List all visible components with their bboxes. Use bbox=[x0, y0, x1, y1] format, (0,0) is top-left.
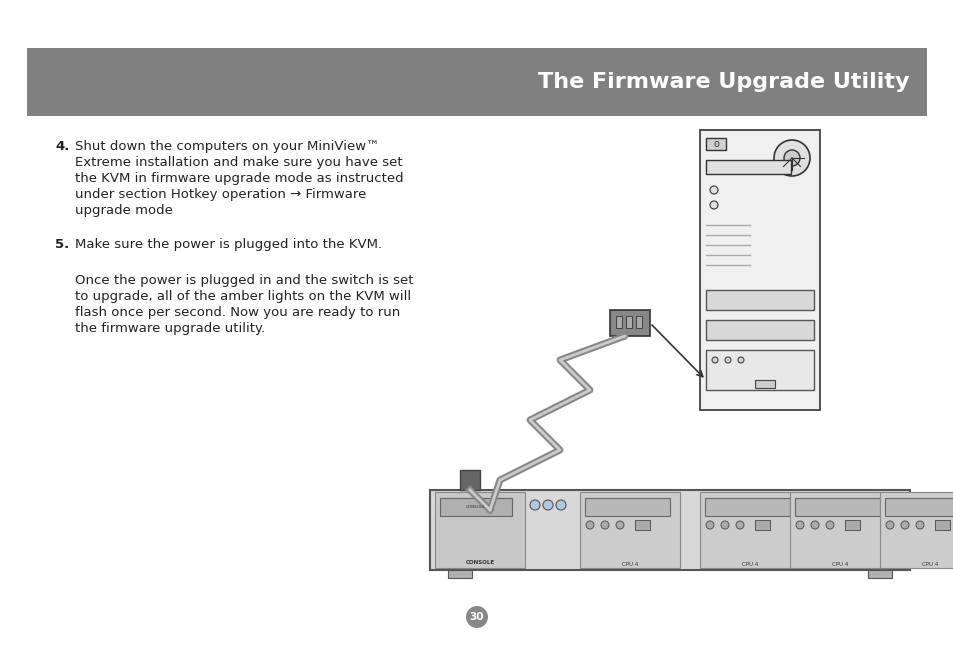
Bar bbox=[584, 498, 669, 516]
Bar bbox=[705, 290, 813, 310]
Circle shape bbox=[735, 521, 743, 529]
Text: under section Hotkey operation → Firmware: under section Hotkey operation → Firmwar… bbox=[75, 188, 366, 201]
Circle shape bbox=[711, 357, 718, 363]
Text: Extreme installation and make sure you have set: Extreme installation and make sure you h… bbox=[75, 156, 402, 169]
Bar bbox=[794, 498, 879, 516]
Circle shape bbox=[738, 357, 743, 363]
Circle shape bbox=[825, 521, 833, 529]
Circle shape bbox=[810, 521, 818, 529]
Circle shape bbox=[795, 521, 803, 529]
Text: The Firmware Upgrade Utility: The Firmware Upgrade Utility bbox=[537, 72, 909, 92]
Circle shape bbox=[885, 521, 893, 529]
Bar bbox=[754, 380, 774, 388]
Bar bbox=[459, 470, 479, 490]
Circle shape bbox=[600, 521, 608, 529]
Circle shape bbox=[900, 521, 908, 529]
Bar bbox=[616, 316, 621, 328]
Bar bbox=[867, 570, 891, 578]
Bar bbox=[609, 310, 649, 336]
Circle shape bbox=[720, 521, 728, 529]
Circle shape bbox=[724, 357, 730, 363]
Circle shape bbox=[530, 500, 539, 510]
Bar bbox=[884, 498, 953, 516]
Bar bbox=[934, 520, 949, 530]
Circle shape bbox=[585, 521, 594, 529]
Circle shape bbox=[915, 521, 923, 529]
Circle shape bbox=[709, 201, 718, 209]
Text: CONSOLE: CONSOLE bbox=[466, 505, 485, 509]
Text: Make sure the power is plugged into the KVM.: Make sure the power is plugged into the … bbox=[75, 238, 382, 251]
Text: flash once per second. Now you are ready to run: flash once per second. Now you are ready… bbox=[75, 306, 400, 319]
Circle shape bbox=[773, 140, 809, 176]
Text: 5.: 5. bbox=[55, 238, 70, 251]
Bar bbox=[635, 520, 649, 530]
Bar bbox=[636, 316, 641, 328]
Circle shape bbox=[542, 500, 553, 510]
Circle shape bbox=[783, 150, 800, 166]
Text: the KVM in firmware upgrade mode as instructed: the KVM in firmware upgrade mode as inst… bbox=[75, 172, 403, 185]
Bar bbox=[625, 316, 631, 328]
Text: upgrade mode: upgrade mode bbox=[75, 204, 172, 217]
Bar bbox=[789, 492, 889, 568]
Bar bbox=[700, 492, 800, 568]
Bar bbox=[439, 498, 512, 516]
Bar bbox=[430, 490, 909, 570]
Text: CONSOLE: CONSOLE bbox=[465, 560, 494, 565]
Text: to upgrade, all of the amber lights on the KVM will: to upgrade, all of the amber lights on t… bbox=[75, 290, 411, 303]
Bar bbox=[705, 320, 813, 340]
Bar bbox=[705, 138, 725, 150]
Bar bbox=[704, 498, 789, 516]
Bar bbox=[879, 492, 953, 568]
Text: CPU 4: CPU 4 bbox=[831, 562, 847, 567]
Text: 4.: 4. bbox=[55, 140, 70, 153]
Bar bbox=[435, 492, 524, 568]
Circle shape bbox=[709, 186, 718, 194]
Bar bbox=[705, 350, 813, 390]
Circle shape bbox=[616, 521, 623, 529]
Bar bbox=[448, 570, 472, 578]
Text: 30: 30 bbox=[469, 612, 484, 622]
Text: Once the power is plugged in and the switch is set: Once the power is plugged in and the swi… bbox=[75, 274, 413, 287]
Text: o: o bbox=[712, 139, 719, 149]
Text: Shut down the computers on your MiniView™: Shut down the computers on your MiniView… bbox=[75, 140, 379, 153]
Text: CPU 4: CPU 4 bbox=[921, 562, 937, 567]
Bar bbox=[27, 48, 926, 116]
Text: CPU 4: CPU 4 bbox=[741, 562, 758, 567]
Circle shape bbox=[556, 500, 565, 510]
Bar bbox=[579, 492, 679, 568]
Bar bbox=[844, 520, 859, 530]
Circle shape bbox=[465, 606, 488, 628]
Circle shape bbox=[705, 521, 713, 529]
Bar bbox=[700, 130, 820, 410]
Bar bbox=[754, 520, 769, 530]
Text: the firmware upgrade utility.: the firmware upgrade utility. bbox=[75, 322, 265, 335]
Bar bbox=[705, 160, 790, 174]
Text: CPU 4: CPU 4 bbox=[621, 562, 638, 567]
